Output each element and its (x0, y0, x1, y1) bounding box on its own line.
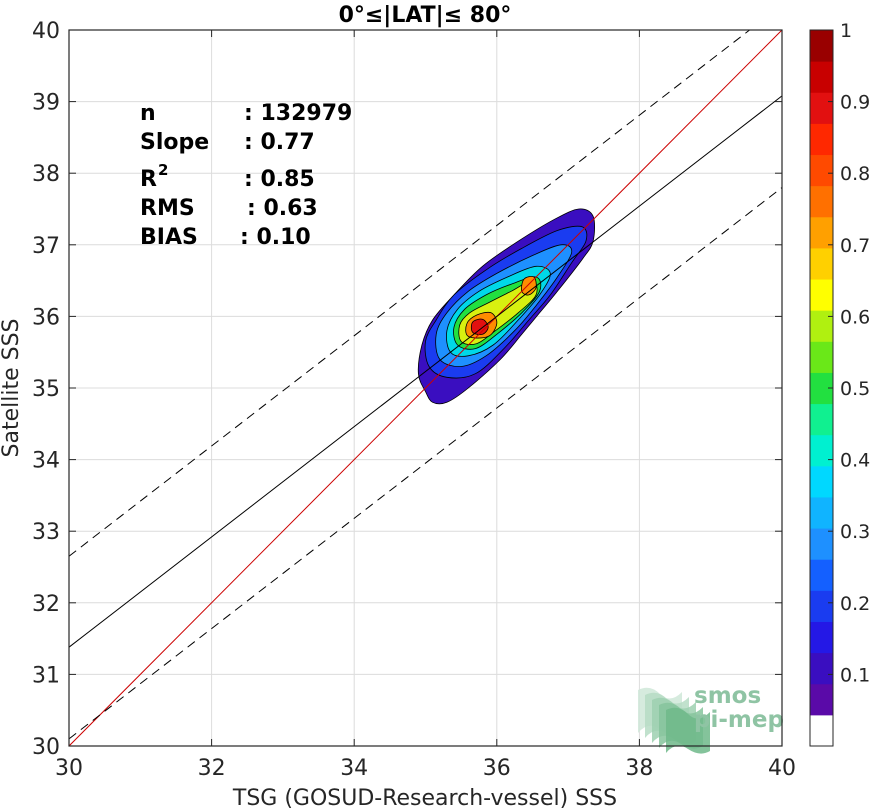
colorbar-segment (810, 434, 833, 467)
colorbar-segment (810, 247, 833, 280)
colorbar-tick-label: 0.9 (840, 92, 870, 114)
stat-label: BIAS (140, 225, 198, 250)
x-tick-label: 36 (483, 756, 511, 781)
colorbar-tick-label: 0.3 (840, 521, 870, 543)
colorbar-segment (810, 528, 833, 560)
colorbar-segment (810, 496, 833, 529)
colorbar-tick-label: 0.2 (840, 593, 870, 615)
colorbar-segment (810, 30, 833, 62)
stat-value: : 0.10 (240, 225, 311, 250)
x-tick-label: 38 (625, 756, 653, 781)
colorbar-segment (810, 714, 833, 747)
regression-line (68, 95, 783, 648)
colorbar-segment (810, 216, 833, 249)
stat-label: n (140, 101, 156, 126)
y-tick-label: 33 (32, 520, 60, 545)
y-tick-label: 38 (32, 162, 60, 187)
colorbar-segment (810, 559, 833, 591)
x-tick-label: 34 (340, 756, 368, 781)
colorbar-segment (810, 61, 833, 93)
x-tick-label: 30 (55, 756, 83, 781)
colorbar-segment (810, 185, 833, 218)
stat-label: RMS (140, 196, 195, 221)
y-tick-label: 37 (32, 234, 60, 259)
colorbar-segment (810, 652, 833, 685)
density-contour-0.9 (470, 318, 489, 335)
stat-value: : 0.85 (244, 167, 315, 192)
stat-label: R (140, 167, 157, 192)
y-tick-label: 30 (32, 735, 60, 760)
reference-lines (68, 29, 783, 747)
colorbar-tick-label: 0.7 (840, 235, 870, 257)
colorbar-segment (810, 92, 833, 124)
colorbar-segment (810, 465, 833, 498)
colorbar-tick-label: 0.4 (840, 450, 870, 472)
colorbar-tick-label: 0.8 (840, 163, 870, 185)
x-tick-label: 40 (768, 756, 796, 781)
regression-upper-line (68, 29, 750, 557)
colorbar-segment (810, 279, 833, 311)
logo-text: smos (694, 683, 761, 709)
colorbar-tick-label: 0.1 (840, 664, 870, 686)
colorbar-ticks: 0.1 0.2 0.3 0.4 0.5 0.6 0.7 0.8 0.9 1 (828, 20, 870, 686)
colorbar-segment (810, 123, 833, 156)
logo-wave-shape (666, 707, 710, 755)
y-tick-label: 35 (32, 377, 60, 402)
y-tick-label: 40 (32, 19, 60, 44)
colorbar-segment (810, 590, 833, 622)
y-axis-label: Satellite SSS (0, 319, 24, 458)
colorbar-tick-label: 0.5 (840, 378, 870, 400)
x-axis-ticks: 30 32 34 36 38 40 (55, 30, 796, 781)
y-tick-label: 39 (32, 91, 60, 116)
logo-text: pi-mep (694, 707, 784, 733)
stat-value: : 0.77 (244, 130, 315, 155)
colorbar-segment (810, 154, 833, 187)
x-axis-label: TSG (GOSUD-Research-vessel) SSS (232, 786, 617, 811)
y-axis-ticks: 30 31 32 33 34 35 36 37 38 39 40 (32, 19, 782, 760)
stat-value: : 0.63 (247, 196, 318, 221)
colorbar (810, 30, 833, 747)
y-tick-label: 36 (32, 305, 60, 330)
colorbar-tick-label: 1 (840, 20, 852, 42)
y-tick-label: 31 (32, 663, 60, 688)
colorbar-segment (810, 403, 833, 436)
colorbar-segment (810, 683, 833, 716)
colorbar-segment (810, 372, 833, 405)
chart-title: 0°≤|LAT|≤ 80° (339, 3, 512, 28)
x-tick-label: 32 (198, 756, 226, 781)
identity-line (68, 29, 783, 747)
colorbar-segment (810, 341, 833, 373)
y-tick-label: 32 (32, 592, 60, 617)
stat-label: Slope (140, 130, 209, 155)
stats-panel: n : 132979 Slope : 0.77 R 2 : 0.85 RMS : 0.63 BIA… (140, 101, 352, 250)
colorbar-segment (810, 621, 833, 654)
stat-value: : 132979 (244, 101, 352, 126)
colorbar-segment (810, 310, 833, 342)
colorbar-tick-label: 0.6 (840, 306, 870, 328)
stat-label-superscript: 2 (158, 161, 168, 179)
regression-lower-line (68, 187, 783, 740)
y-tick-label: 34 (32, 449, 60, 474)
